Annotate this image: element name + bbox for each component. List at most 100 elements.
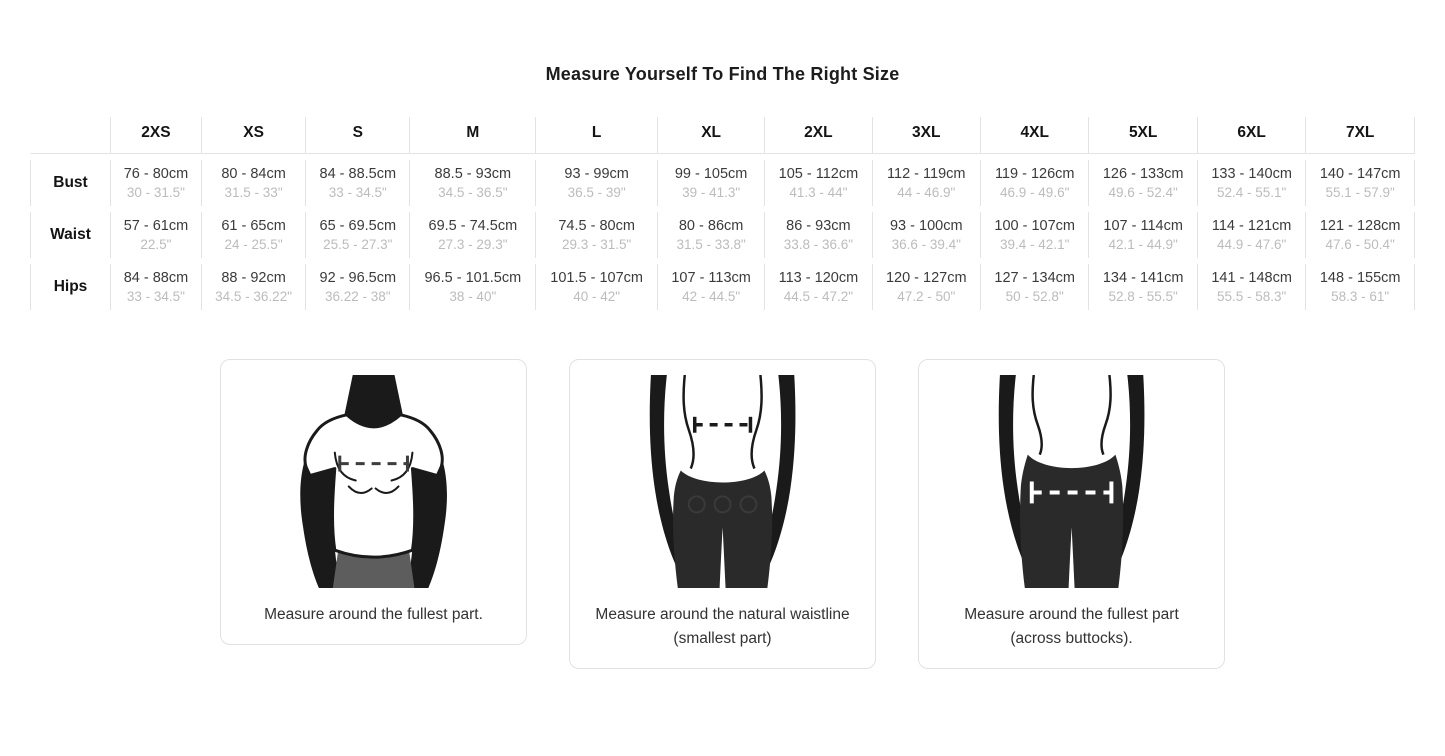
inch-range: 46.9 - 49.6" <box>1000 185 1070 200</box>
measurement-cell: 105 - 112cm 41.3 - 44" <box>764 160 871 206</box>
inch-range: 39.4 - 42.1" <box>1000 237 1070 252</box>
size-column-header: 6XL <box>1196 117 1306 154</box>
cm-range: 88 - 92cm <box>221 270 286 286</box>
inch-range: 42 - 44.5" <box>682 289 741 304</box>
size-column-header: S <box>305 117 410 154</box>
measurement-cell: 93 - 99cm 36.5 - 39" <box>535 160 657 206</box>
size-guide-table-section: 2XS XS S M L XL 2XL 3XL 4XL 5XL 6XL 7XL Bust 76 - 80… <box>30 111 1415 316</box>
measurement-cell: 92 - 96.5cm 36.22 - 38" <box>305 264 409 310</box>
cm-range: 112 - 119cm <box>887 166 966 182</box>
measurement-cell: 69.5 - 74.5cm 27.3 - 29.3" <box>409 212 535 258</box>
measurement-cell: 84 - 88cm 33 - 34.5" <box>110 264 201 310</box>
measurement-cell: 126 - 133cm 49.6 - 52.4" <box>1088 160 1196 206</box>
inch-range: 49.6 - 52.4" <box>1108 185 1178 200</box>
cm-range: 100 - 107cm <box>994 218 1076 234</box>
cm-range: 92 - 96.5cm <box>319 270 397 286</box>
cm-range: 93 - 99cm <box>564 166 629 182</box>
table-corner-cell <box>30 117 110 154</box>
measurement-cell: 107 - 113cm 42 - 44.5" <box>656 264 764 310</box>
hips-figure-image <box>937 373 1206 588</box>
inch-range: 44.5 - 47.2" <box>783 289 854 304</box>
measurement-cell: 99 - 105cm 39 - 41.3" <box>656 160 764 206</box>
cm-range: 69.5 - 74.5cm <box>428 218 518 234</box>
cm-range: 93 - 100cm <box>889 218 963 234</box>
measurement-cell: 84 - 88.5cm 33 - 34.5" <box>305 160 409 206</box>
measurement-cell: 57 - 61cm 22.5" <box>110 212 201 258</box>
measurement-cell: 101.5 - 107cm 40 - 42" <box>535 264 657 310</box>
measurement-cell: 74.5 - 80cm 29.3 - 31.5" <box>535 212 657 258</box>
measurement-cell: 88.5 - 93cm 34.5 - 36.5" <box>409 160 535 206</box>
inch-range: 31.5 - 33" <box>224 185 283 200</box>
cm-range: 141 - 148cm <box>1211 270 1292 286</box>
size-column-header: 2XL <box>764 117 872 154</box>
measurement-cell: 96.5 - 101.5cm 38 - 40" <box>409 264 535 310</box>
measurement-cell: 119 - 126cm 46.9 - 49.6" <box>979 160 1088 206</box>
cm-range: 140 - 147cm <box>1319 166 1401 182</box>
bust-figure-image <box>239 373 508 588</box>
measurement-cell: 80 - 86cm 31.5 - 33.8" <box>656 212 764 258</box>
waist-figure-image <box>588 373 857 588</box>
measurement-row-label: Bust <box>30 160 110 206</box>
measurement-cell: 148 - 155cm 58.3 - 61" <box>1305 264 1415 310</box>
measurement-guide-cards: Measure around the fullest part. Measure… <box>0 359 1445 669</box>
inch-range: 31.5 - 33.8" <box>676 237 746 252</box>
cm-range: 113 - 120cm <box>778 270 859 286</box>
measurement-cell: 80 - 84cm 31.5 - 33" <box>200 160 305 206</box>
inch-range: 38 - 40" <box>449 289 497 304</box>
hips-caption: Measure around the fullest part (across … <box>964 606 1179 647</box>
page-title: Measure Yourself To Find The Right Size <box>545 64 900 84</box>
measurement-cell: 65 - 69.5cm 25.5 - 27.3" <box>305 212 409 258</box>
size-header-row: 2XS XS S M L XL 2XL 3XL 4XL 5XL 6XL 7XL <box>30 117 1415 154</box>
size-table-body: Bust 76 - 80cm 30 - 31.5" 80 - 84cm 31.5 - 3… <box>30 160 1415 310</box>
measurement-row: Waist 57 - 61cm 22.5" 61 - 65cm 24 - 25.5" 65… <box>30 212 1415 258</box>
inch-range: 47.2 - 50" <box>897 289 956 304</box>
measurement-row-label: Hips <box>30 264 110 310</box>
cm-range: 107 - 114cm <box>1103 218 1183 234</box>
measurement-cell: 127 - 134cm 50 - 52.8" <box>979 264 1088 310</box>
waist-caption: Measure around the natural waistline (sm… <box>595 606 850 647</box>
inch-range: 55.5 - 58.3" <box>1216 289 1287 304</box>
size-table: 2XS XS S M L XL 2XL 3XL 4XL 5XL 6XL 7XL Bust 76 - 80… <box>30 111 1415 316</box>
bust-caption: Measure around the fullest part. <box>264 606 483 623</box>
size-column-header: 7XL <box>1305 117 1415 154</box>
size-column-header: 4XL <box>979 117 1089 154</box>
size-column-header: L <box>535 117 657 154</box>
measurement-cell: 114 - 121cm 44.9 - 47.6" <box>1196 212 1305 258</box>
cm-range: 99 - 105cm <box>674 166 748 182</box>
measurement-cell: 93 - 100cm 36.6 - 39.4" <box>871 212 980 258</box>
inch-range: 30 - 31.5" <box>126 185 185 200</box>
inch-range: 52.8 - 55.5" <box>1108 289 1178 304</box>
inch-range: 39 - 41.3" <box>682 185 741 200</box>
bust-measurement-card: Measure around the fullest part. <box>220 359 527 645</box>
cm-range: 84 - 88cm <box>123 270 189 286</box>
cm-range: 76 - 80cm <box>123 166 189 182</box>
inch-range: 24 - 25.5" <box>224 237 283 252</box>
inch-range: 33 - 34.5" <box>328 185 387 200</box>
measurement-cell: 120 - 127cm 47.2 - 50" <box>871 264 980 310</box>
cm-range: 126 - 133cm <box>1102 166 1184 182</box>
cm-range: 114 - 121cm <box>1211 218 1292 234</box>
inch-range: 34.5 - 36.22" <box>215 289 292 304</box>
cm-range: 84 - 88.5cm <box>319 166 397 182</box>
cm-range: 133 - 140cm <box>1211 166 1292 182</box>
cm-range: 121 - 128cm <box>1319 218 1401 234</box>
measurement-row-label: Waist <box>30 212 110 258</box>
inch-range: 36.22 - 38" <box>325 289 391 304</box>
inch-range: 25.5 - 27.3" <box>323 237 393 252</box>
size-column-header: 5XL <box>1088 117 1197 154</box>
measurement-cell: 121 - 128cm 47.6 - 50.4" <box>1305 212 1415 258</box>
inch-range: 41.3 - 44" <box>789 185 848 200</box>
cm-range: 134 - 141cm <box>1102 270 1184 286</box>
inch-range: 34.5 - 36.5" <box>438 185 508 200</box>
cm-range: 65 - 69.5cm <box>319 218 397 234</box>
measurement-cell: 112 - 119cm 44 - 46.9" <box>871 160 980 206</box>
measurement-cell: 134 - 141cm 52.8 - 55.5" <box>1088 264 1196 310</box>
cm-range: 107 - 113cm <box>671 270 751 286</box>
measurement-cell: 141 - 148cm 55.5 - 58.3" <box>1196 264 1305 310</box>
cm-range: 105 - 112cm <box>778 166 859 182</box>
measurement-cell: 76 - 80cm 30 - 31.5" <box>110 160 201 206</box>
measurement-cell: 133 - 140cm 52.4 - 55.1" <box>1196 160 1305 206</box>
cm-range: 61 - 65cm <box>221 218 286 234</box>
inch-range: 52.4 - 55.1" <box>1216 185 1287 200</box>
measurement-cell: 61 - 65cm 24 - 25.5" <box>200 212 305 258</box>
